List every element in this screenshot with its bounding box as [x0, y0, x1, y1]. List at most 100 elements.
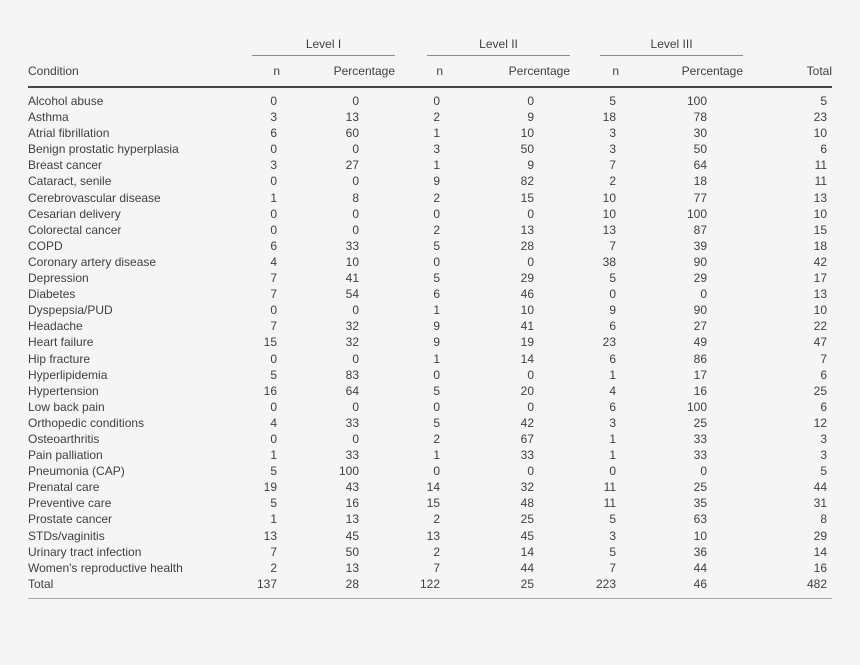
condition-cell: Coronary artery disease	[28, 254, 157, 269]
level-1-percentage-cell: 32	[345, 335, 360, 350]
level-1-percentage-cell: 0	[352, 94, 360, 108]
table-row: Women's reproductive health 2 13 7 44 7 44 16	[28, 560, 832, 576]
table-row: Cesarian delivery 0 0 0 0 10 100 10	[28, 206, 832, 222]
level-2-percentage-cell: 0	[527, 206, 535, 221]
level-2-percentage-cell: 20	[520, 383, 535, 398]
condition-cell: Diabetes	[28, 287, 76, 302]
table-row: Urinary tract infection 7 50 2 14 5 36 14	[28, 544, 832, 560]
level-2-n-cell: 0	[433, 399, 441, 414]
level-1-percentage-cell: 0	[352, 351, 360, 366]
level-2-percentage-cell: 9	[527, 110, 535, 125]
level-2-n-cell: 5	[433, 238, 441, 253]
level-2-percentage-cell: 25	[520, 576, 535, 591]
level-3-percentage-cell: 25	[693, 480, 708, 495]
condition-cell: Asthma	[28, 110, 69, 125]
condition-cell: Heart failure	[28, 335, 94, 350]
level-2-percentage-cell: 32	[520, 480, 535, 495]
condition-cell: COPD	[28, 238, 63, 253]
level-3-n-cell: 7	[609, 560, 617, 575]
level-2-n-cell: 5	[433, 271, 441, 286]
level-3-percentage-cell: 30	[693, 126, 708, 141]
level-1-n-column-header: n	[252, 56, 280, 88]
condition-cell: Women's reproductive health	[28, 560, 183, 575]
table-row: Headache 7 32 9 41 6 27 22	[28, 318, 832, 334]
total-cell: 10	[813, 126, 828, 141]
level-3-percentage-cell: 49	[693, 335, 708, 350]
table-row: Heart failure 15 32 9 19 23 49 47	[28, 334, 832, 350]
level-1-n-cell: 16	[263, 383, 277, 398]
level-1-percentage-cell: 0	[352, 142, 360, 157]
level-3-n-cell: 3	[609, 528, 617, 543]
level-2-n-cell: 5	[433, 383, 441, 398]
level-2-n-cell: 9	[433, 319, 441, 334]
level-2-percentage-cell: 82	[520, 174, 535, 189]
level-2-percentage-cell: 33	[520, 448, 535, 463]
total-cell: 44	[813, 480, 828, 495]
level-2-percentage-cell: 67	[520, 431, 535, 446]
level-2-n-cell: 9	[433, 174, 441, 189]
level-3-n-cell: 6	[609, 399, 617, 414]
level-3-n-cell: 10	[602, 190, 617, 205]
level-2-percentage-cell: 19	[520, 335, 535, 350]
total-cell: 16	[813, 560, 828, 575]
level-3-n-cell: 3	[609, 142, 617, 157]
level-2-n-cell: 2	[433, 190, 441, 205]
table-row: COPD 6 33 5 28 7 39 18	[28, 238, 832, 254]
level-1-percentage-cell: 64	[345, 383, 360, 398]
level-3-percentage-cell: 50	[693, 142, 708, 157]
table-row: Hypertension 16 64 5 20 4 16 25	[28, 383, 832, 399]
level-1-group-header: Level I	[252, 33, 396, 56]
level-1-percentage-cell: 43	[345, 480, 360, 495]
level-1-percentage-cell: 13	[345, 512, 360, 527]
level-3-n-cell: 7	[609, 158, 617, 173]
level-2-percentage-cell: 14	[520, 351, 535, 366]
condition-cell: Low back pain	[28, 399, 105, 414]
level-2-n-cell: 1	[433, 158, 441, 173]
condition-cell: Cataract, senile	[28, 174, 112, 189]
total-cell: 11	[814, 174, 828, 189]
level-3-n-cell: 18	[602, 110, 617, 125]
level-1-percentage-cell: 100	[338, 464, 360, 479]
level-3-n-cell: 7	[609, 238, 617, 253]
level-1-percentage-cell: 33	[345, 415, 360, 430]
level-2-percentage-cell: 0	[527, 94, 535, 108]
condition-cell: Dyspepsia/PUD	[28, 303, 113, 318]
level-1-percentage-cell: 54	[345, 287, 360, 302]
total-cell: 14	[813, 544, 828, 559]
table-row: Orthopedic conditions 4 33 5 42 3 25 12	[28, 415, 832, 431]
level-1-n-cell: 5	[270, 367, 277, 382]
level-3-group-label: Level III	[600, 37, 744, 56]
condition-cell: Pneumonia (CAP)	[28, 464, 125, 479]
level-3-n-cell: 6	[609, 351, 617, 366]
level-2-n-cell: 2	[433, 222, 441, 237]
level-1-n-cell: 0	[270, 94, 277, 108]
total-row: Total 137 28 122 25 223 46 482	[28, 576, 832, 599]
level-1-n-cell: 19	[263, 480, 277, 495]
level-1-percentage-cell: 32	[345, 319, 360, 334]
level-1-percentage-cell: 33	[345, 448, 360, 463]
level-1-percentage-cell: 45	[345, 528, 360, 543]
level-1-percentage-cell: 0	[352, 206, 360, 221]
level-2-percentage-cell: 0	[527, 399, 535, 414]
total-cell: 15	[813, 222, 828, 237]
level-1-percentage-cell: 28	[345, 576, 360, 591]
level-1-n-cell: 7	[270, 287, 277, 302]
level-3-n-cell: 13	[602, 222, 617, 237]
total-cell: 482	[807, 576, 828, 591]
level-2-percentage-cell: 28	[520, 238, 535, 253]
level-3-n-cell: 6	[609, 319, 617, 334]
level-3-percentage-cell: 46	[693, 576, 708, 591]
level-1-n-cell: 0	[270, 303, 277, 318]
level-1-n-cell: 4	[270, 415, 277, 430]
total-cell: 5	[820, 464, 828, 479]
level-3-n-cell: 5	[609, 271, 617, 286]
total-cell: 47	[813, 335, 828, 350]
total-cell: 6	[820, 367, 828, 382]
level-2-n-cell: 1	[433, 126, 441, 141]
level-3-n-cell: 223	[596, 576, 617, 591]
level-1-percentage-cell: 0	[352, 303, 360, 318]
level-2-n-cell: 1	[433, 351, 441, 366]
level-3-percentage-cell: 27	[693, 319, 708, 334]
level-2-percentage-cell: 0	[527, 367, 535, 382]
level-3-n-cell: 3	[609, 126, 617, 141]
